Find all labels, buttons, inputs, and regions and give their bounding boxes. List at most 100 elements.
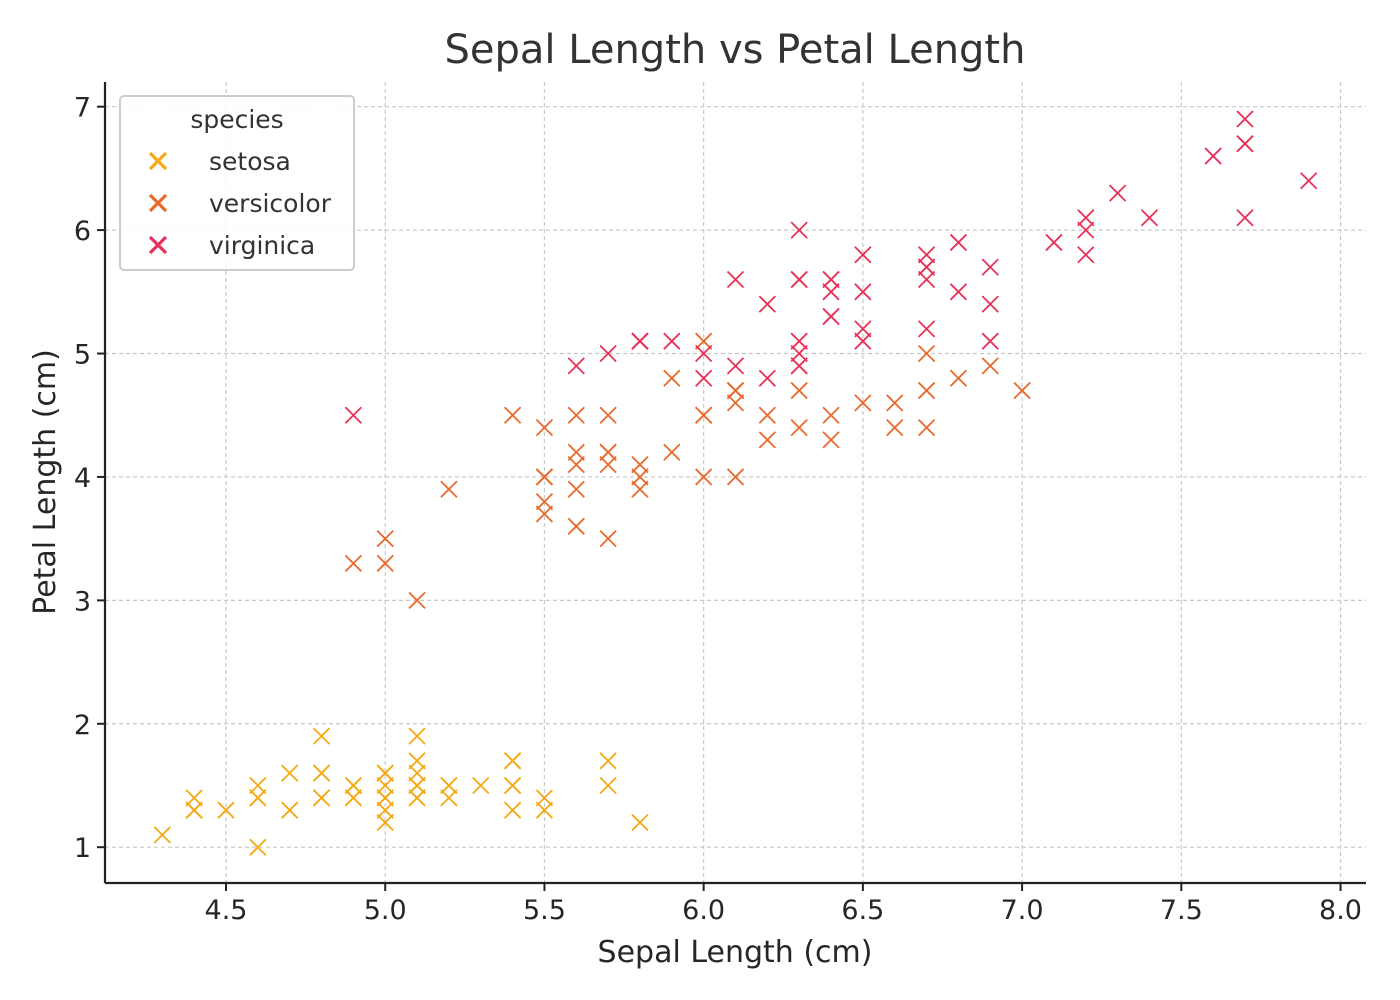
data-point-setosa	[217, 801, 235, 819]
data-point-versicolor	[726, 394, 745, 412]
legend-marker-setosa	[148, 151, 168, 171]
data-point-setosa	[312, 727, 331, 745]
legend-title: species	[190, 105, 283, 134]
data-point-setosa	[440, 789, 458, 807]
data-point-versicolor	[440, 480, 458, 498]
data-point-virginica	[695, 369, 713, 387]
data-point-versicolor	[917, 344, 936, 363]
data-point-versicolor	[535, 418, 554, 437]
data-point-virginica	[1204, 147, 1222, 165]
data-point-setosa	[599, 752, 617, 770]
data-point-virginica	[917, 320, 936, 338]
axes-layer: 4.5 5.0 5.5 6.0 6.5 7.0 7.5 8.0 1 2 3 4 5 6 7	[74, 82, 1366, 926]
data-point-virginica	[1236, 209, 1254, 227]
data-point-virginica	[949, 283, 968, 301]
data-point-virginica	[1300, 172, 1318, 190]
data-point-versicolor	[981, 357, 999, 375]
data-point-virginica	[790, 344, 808, 363]
data-point-setosa	[344, 776, 363, 795]
data-point-setosa	[344, 789, 363, 807]
data-point-versicolor	[567, 455, 585, 474]
data-point-virginica	[822, 307, 840, 326]
series-virginica	[344, 110, 1318, 424]
x-tick-label: 4.5	[205, 895, 248, 926]
data-point-versicolor	[408, 591, 426, 610]
data-point-versicolor	[535, 505, 554, 523]
data-point-virginica	[981, 332, 999, 350]
data-point-virginica	[567, 357, 585, 375]
data-point-virginica	[631, 332, 649, 350]
data-point-versicolor	[535, 492, 554, 511]
data-point-versicolor	[726, 468, 745, 486]
data-point-setosa	[249, 838, 267, 856]
x-tick-label: 6.0	[682, 895, 725, 926]
data-point-setosa	[408, 752, 426, 770]
legend-marker-versicolor	[148, 193, 168, 213]
data-point-versicolor	[599, 530, 617, 548]
data-point-versicolor	[854, 394, 872, 412]
data-point-versicolor	[631, 455, 649, 474]
data-point-versicolor	[535, 468, 554, 486]
data-point-virginica	[1236, 110, 1254, 128]
data-point-setosa	[376, 776, 394, 795]
data-point-virginica	[854, 332, 872, 350]
data-point-setosa	[281, 764, 299, 782]
data-point-setosa	[535, 789, 554, 807]
data-point-versicolor	[344, 554, 363, 572]
data-point-virginica	[981, 258, 999, 276]
legend: species setosa versicolor virginica	[119, 95, 355, 271]
y-tick-label: 1	[74, 833, 91, 864]
data-point-versicolor	[503, 406, 522, 424]
y-axis-title: Petal Length (cm)	[28, 349, 63, 615]
data-point-setosa	[503, 776, 522, 795]
data-point-virginica	[726, 357, 745, 375]
data-point-versicolor	[758, 406, 776, 424]
legend-item-virginica: virginica	[148, 231, 315, 260]
data-point-versicolor	[567, 480, 585, 498]
data-point-virginica	[790, 332, 808, 350]
data-point-virginica	[854, 283, 872, 301]
data-point-versicolor	[790, 381, 808, 400]
data-point-virginica	[981, 295, 999, 313]
data-point-setosa	[376, 801, 394, 819]
data-point-setosa	[376, 789, 394, 807]
data-point-setosa	[408, 776, 426, 795]
data-point-versicolor	[376, 554, 394, 572]
legend-label-versicolor: versicolor	[209, 189, 332, 218]
data-point-setosa	[440, 776, 458, 795]
x-axis-title: Sepal Length (cm)	[598, 935, 873, 970]
data-point-virginica	[917, 258, 936, 276]
data-point-virginica	[758, 295, 776, 313]
data-point-setosa	[408, 727, 426, 745]
data-point-setosa	[408, 789, 426, 807]
data-point-setosa	[503, 801, 522, 819]
data-point-virginica	[1077, 246, 1095, 264]
x-tick-label: 8.0	[1319, 895, 1362, 926]
x-tick-label: 5.5	[523, 895, 566, 926]
y-tick-label: 2	[74, 710, 91, 741]
data-point-versicolor	[376, 530, 394, 548]
data-point-virginica	[854, 320, 872, 338]
data-point-setosa	[599, 776, 617, 795]
x-tick-label: 6.5	[841, 895, 884, 926]
data-point-versicolor	[567, 406, 585, 424]
data-point-setosa	[185, 801, 203, 819]
data-point-virginica	[917, 246, 936, 264]
data-point-versicolor	[567, 443, 585, 461]
data-point-setosa	[376, 764, 394, 782]
data-point-versicolor	[790, 418, 808, 437]
data-point-setosa	[631, 813, 649, 832]
legend-label-virginica: virginica	[209, 231, 315, 260]
legend-marker-virginica	[148, 235, 168, 255]
data-point-virginica	[917, 270, 936, 289]
data-point-setosa	[312, 764, 331, 782]
x-tick-label: 5.0	[364, 895, 407, 926]
data-point-virginica	[1140, 209, 1159, 227]
series-versicolor	[344, 332, 1031, 610]
data-point-versicolor	[599, 406, 617, 424]
y-tick-label: 5	[74, 340, 91, 371]
data-point-virginica	[822, 283, 840, 301]
legend-item-versicolor: versicolor	[148, 189, 332, 218]
